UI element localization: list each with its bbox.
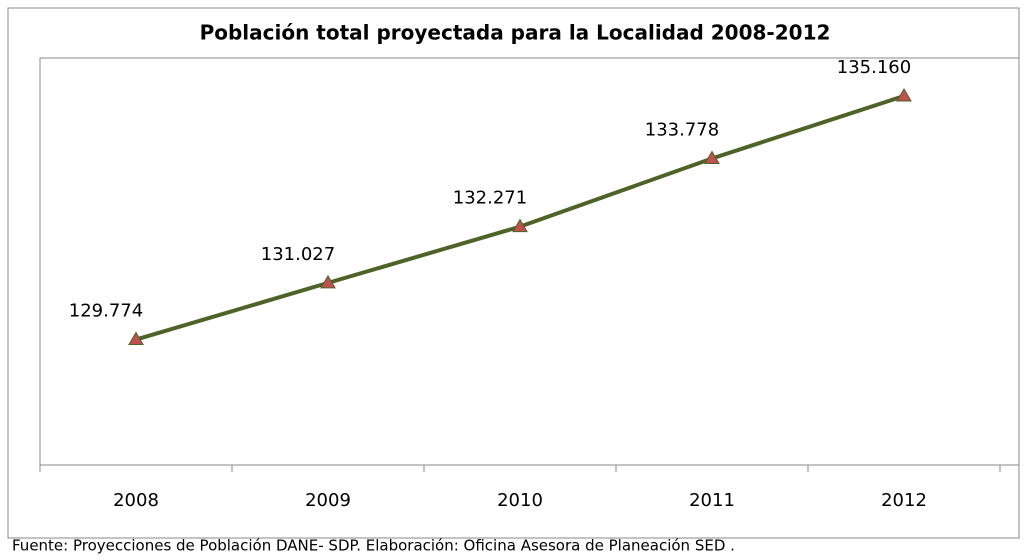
x-tick-label: 2012	[881, 490, 927, 511]
x-tick-label: 2011	[689, 490, 735, 511]
marker	[512, 218, 528, 233]
marker	[704, 150, 720, 164]
source-note: Fuente: Proyecciones de Población DANE- …	[12, 537, 735, 555]
marker	[896, 87, 912, 102]
data-label: 129.774	[69, 301, 143, 322]
data-label: 132.271	[453, 188, 527, 209]
x-tick-label: 2008	[113, 490, 159, 511]
data-label: 135.160	[837, 57, 911, 78]
data-label: 133.778	[645, 119, 719, 140]
chart-title: Población total proyectada para la Local…	[200, 21, 831, 45]
marker	[320, 274, 336, 289]
x-tick-label: 2010	[497, 490, 543, 511]
x-tick-label: 2009	[305, 490, 351, 511]
plot-area	[39, 57, 1020, 466]
marker	[128, 331, 144, 346]
data-label: 131.027	[261, 244, 335, 265]
